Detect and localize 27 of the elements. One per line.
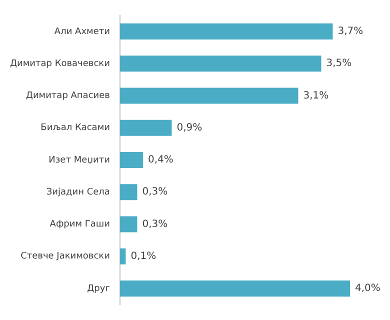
y-tick-label: Димитар Апасиев [26,91,110,102]
data-label: 0,9% [176,122,202,134]
bar [120,152,143,168]
data-label: 4,0% [355,283,380,294]
y-tick-label: Изет Меџити [48,155,110,166]
bar [120,23,333,40]
bar [120,280,350,297]
y-tick-label: Стевче Јакимовски [20,252,110,262]
y-tick-label: Али Ахмети [54,26,110,37]
bar [120,56,322,72]
data-label: 3,5% [326,58,352,70]
bar [120,88,298,104]
bar [120,120,172,136]
data-label: 3,7% [338,26,364,38]
data-label: 3,1% [303,90,329,102]
data-label: 0,3% [142,218,168,230]
data-label: 0,4% [148,154,174,166]
y-tick-label: Биљал Касами [40,123,110,134]
bar [120,248,126,264]
y-tick-label: Зијадин Села [46,187,110,198]
data-label: 0,3% [142,186,168,198]
y-tick-label: Африм Гаши [50,220,110,230]
bar [120,216,138,232]
y-tick-label: Друг [87,284,110,294]
data-label: 0,1% [130,250,156,262]
bar [120,184,138,200]
y-tick-label: Димитар Ковачевски [10,58,110,69]
